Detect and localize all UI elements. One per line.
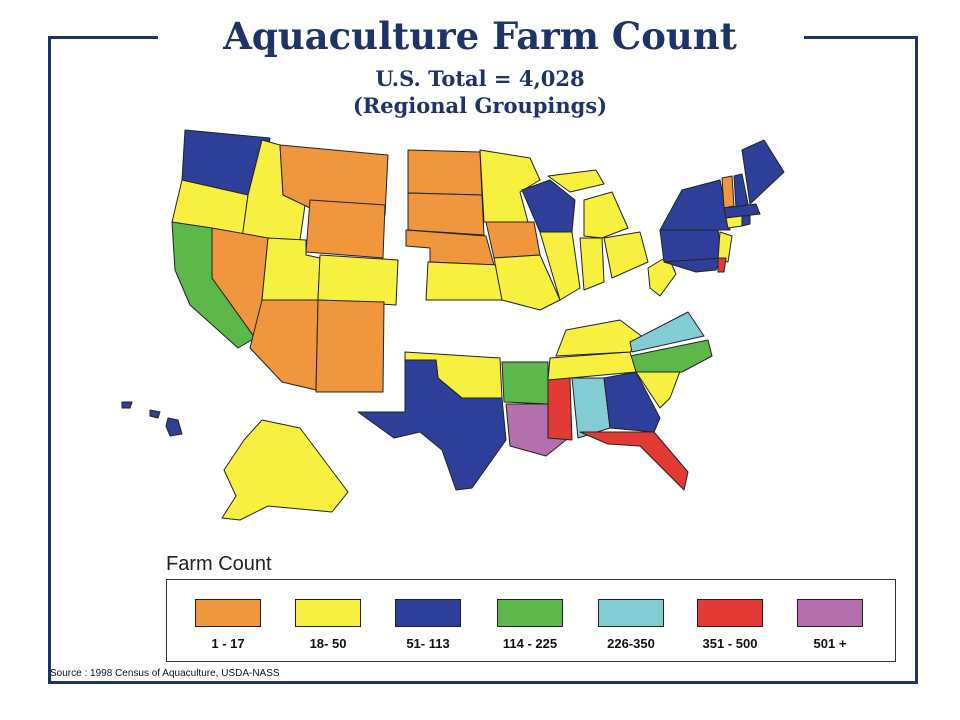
legend-label-4: 114 - 225 (502, 636, 558, 651)
state-minnesota (479, 149, 541, 223)
legend-swatch-4 (497, 599, 563, 627)
state-ohio (603, 231, 649, 279)
legend-title: Farm Count (166, 553, 272, 575)
state-georgia (603, 371, 661, 433)
state-rhode-island (741, 215, 751, 227)
state-hawaii-isle-3 (121, 401, 133, 409)
state-illinois (539, 231, 581, 301)
map-title: Aquaculture Farm Count (223, 14, 737, 58)
state-kentucky (555, 319, 645, 357)
state-maine (741, 139, 785, 205)
state-michigan-upper (547, 169, 605, 193)
legend-swatch-6 (697, 599, 763, 627)
state-florida (579, 431, 689, 491)
state-colorado (317, 254, 399, 306)
state-new-mexico (315, 299, 385, 393)
legend-label-3: 51- 113 (406, 636, 450, 651)
state-connecticut (725, 215, 743, 229)
frame-top-left (48, 36, 158, 39)
legend-swatch-7 (797, 599, 863, 627)
state-north-dakota (407, 149, 483, 196)
legend-swatch-5 (598, 599, 664, 627)
state-hawaii-isle-2 (149, 409, 161, 419)
legend-box: 1 - 17 18- 50 51- 113 114 - 225 226-350 … (166, 579, 896, 662)
legend-label-6: 351 - 500 (702, 636, 758, 651)
state-wyoming (305, 199, 386, 259)
state-wisconsin (521, 179, 576, 233)
state-massachusetts (723, 203, 761, 219)
legend-swatch-3 (395, 599, 461, 627)
state-alaska (221, 419, 349, 521)
state-arizona (249, 299, 319, 391)
source-note: Source : 1998 Census of Aquaculture, USD… (50, 668, 280, 679)
state-indiana (579, 237, 605, 291)
state-vermont (721, 175, 735, 209)
state-iowa (485, 221, 541, 259)
legend-label-5: 226-350 (607, 636, 655, 651)
state-kansas (425, 261, 503, 301)
state-maryland (663, 257, 723, 273)
state-michigan (583, 191, 629, 239)
state-hawaii (165, 417, 183, 437)
state-tennessee (547, 351, 637, 381)
frame-top-right (804, 36, 918, 39)
state-arkansas (501, 361, 549, 405)
legend-swatch-2 (295, 599, 361, 627)
subtitle-groupings: (Regional Groupings) (352, 93, 608, 118)
state-mississippi (547, 377, 573, 441)
frame-left (48, 36, 51, 684)
legend-label-1: 1 - 17 (211, 636, 245, 651)
state-missouri (493, 254, 561, 311)
state-pennsylvania (659, 229, 723, 263)
state-nebraska (405, 229, 495, 266)
state-new-york (659, 179, 731, 231)
state-south-dakota (407, 192, 485, 236)
subtitle-total: U.S. Total = 4,028 (375, 66, 585, 91)
legend-label-2: 18- 50 (309, 636, 347, 651)
legend-swatch-1 (195, 599, 261, 627)
frame-bottom (48, 681, 918, 684)
state-delaware (717, 257, 727, 273)
frame-right (915, 36, 918, 684)
state-alabama (571, 377, 611, 439)
state-virginia (629, 311, 705, 353)
state-new-hampshire (733, 173, 749, 209)
state-texas (357, 359, 507, 491)
legend-label-7: 501 + (813, 636, 847, 651)
state-new-jersey (717, 231, 733, 263)
